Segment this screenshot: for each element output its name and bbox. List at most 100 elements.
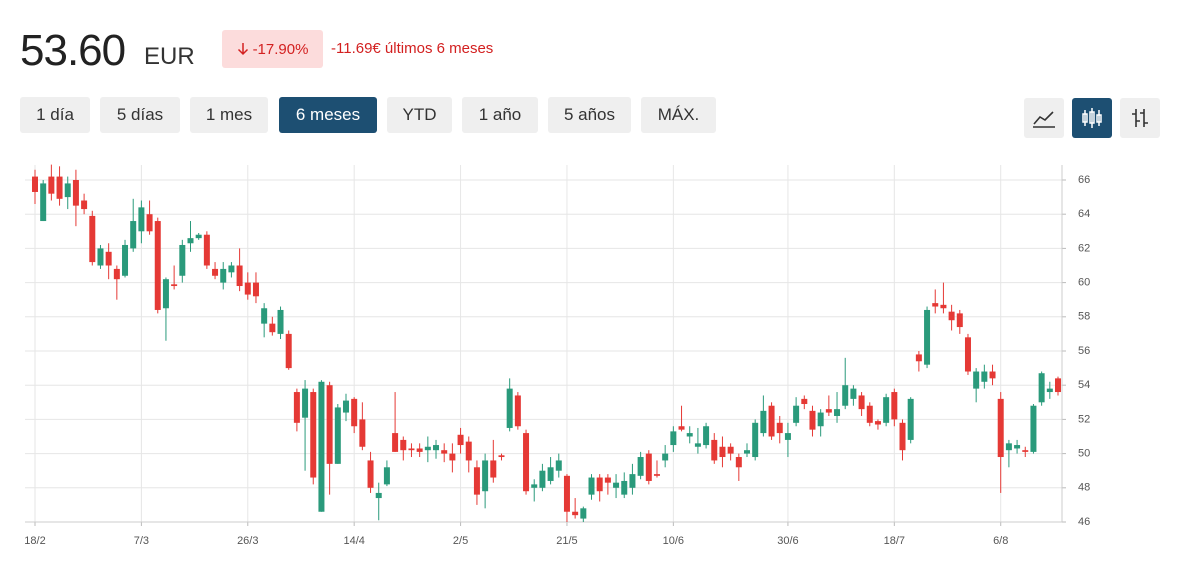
candle-body	[449, 453, 456, 461]
candle-body	[482, 460, 489, 492]
candle-body	[703, 426, 710, 446]
candle-body	[1014, 445, 1021, 449]
candle-body	[220, 268, 227, 283]
y-tick-label: 46	[1078, 516, 1090, 528]
candle-body	[416, 448, 423, 452]
candle-body	[613, 482, 620, 488]
candle-body	[514, 395, 521, 427]
candle-body	[179, 244, 186, 276]
candle-body	[171, 284, 178, 287]
candle-body	[989, 371, 996, 379]
candle-body	[588, 477, 595, 495]
line-chart-button[interactable]	[1024, 98, 1064, 138]
candle-body	[834, 409, 841, 416]
candle-body	[891, 392, 898, 420]
candle-body	[1030, 405, 1037, 452]
candle-body	[678, 426, 685, 430]
candle-body	[768, 405, 775, 437]
candle-body	[367, 460, 374, 488]
candle-body	[433, 445, 440, 451]
candle-body	[424, 446, 431, 451]
candle-body	[261, 308, 268, 324]
y-tick-label: 66	[1078, 174, 1090, 186]
candle-body	[776, 422, 783, 434]
candle-body	[932, 303, 939, 307]
range-button[interactable]: 1 año	[462, 97, 538, 133]
candle-body	[924, 309, 931, 365]
candle-body	[187, 238, 194, 244]
x-tick-label: 26/3	[237, 535, 258, 547]
candle-body	[293, 392, 300, 423]
ohlc-button[interactable]	[1120, 98, 1160, 138]
range-button[interactable]: 6 meses	[279, 97, 377, 133]
candle-body	[113, 268, 120, 280]
candle-body	[105, 251, 112, 266]
x-tick-label: 30/6	[777, 535, 798, 547]
candle-body	[40, 183, 47, 222]
candle-body	[97, 248, 104, 266]
range-button[interactable]: 5 años	[548, 97, 631, 133]
candle-body	[1022, 450, 1029, 452]
x-tick-label: 18/2	[24, 535, 45, 547]
candle-body	[56, 176, 63, 199]
candle-body	[441, 450, 448, 454]
candle-body	[997, 398, 1004, 458]
candle-body	[645, 453, 652, 481]
x-tick-label: 21/5	[556, 535, 577, 547]
candle-body	[212, 268, 219, 276]
candle-body	[883, 397, 890, 423]
candle-body	[686, 433, 693, 437]
candle-body	[32, 176, 38, 192]
candle-body	[506, 388, 513, 428]
candle-body	[310, 392, 317, 478]
candle-body	[203, 234, 210, 266]
candle-body	[302, 388, 309, 418]
candlestick-button[interactable]	[1072, 98, 1112, 138]
range-button[interactable]: YTD	[387, 97, 452, 133]
candle-body	[285, 333, 292, 369]
candle-body	[555, 460, 562, 471]
candle-body	[531, 484, 538, 488]
candle-body	[866, 405, 873, 423]
change-abs: -11.69€ últimos 6 meses	[331, 40, 494, 57]
candle-body	[351, 398, 358, 427]
candle-body	[735, 457, 742, 468]
candle-body	[228, 265, 235, 273]
candle-body	[670, 431, 677, 446]
candle-body	[653, 474, 660, 476]
range-button[interactable]: 5 días	[100, 97, 180, 133]
y-tick-label: 54	[1078, 379, 1090, 391]
candle-body	[801, 398, 808, 405]
candle-body	[1005, 443, 1012, 451]
range-button[interactable]: MÁX.	[641, 97, 716, 133]
currency: EUR	[144, 43, 195, 70]
candle-body	[457, 434, 464, 446]
x-tick-label: 10/6	[663, 535, 684, 547]
candle-body	[154, 221, 161, 310]
candle-body	[138, 207, 145, 232]
candle-body	[973, 371, 980, 389]
candle-body	[162, 279, 169, 309]
candle-body	[1046, 388, 1053, 393]
x-tick-label: 18/7	[884, 535, 905, 547]
candle-body	[637, 457, 644, 476]
x-tick-label: 7/3	[134, 535, 149, 547]
candle-body	[752, 422, 759, 458]
x-tick-label: 2/5	[453, 535, 468, 547]
candle-body	[842, 385, 849, 406]
candle-body	[580, 508, 587, 519]
candle-body	[899, 422, 906, 451]
candle-body	[1038, 373, 1045, 403]
candle-body	[1055, 378, 1061, 393]
candle-body	[539, 470, 546, 488]
candle-body	[874, 421, 881, 425]
range-button[interactable]: 1 día	[20, 97, 90, 133]
x-tick-label: 14/4	[343, 535, 364, 547]
candle-body	[563, 475, 570, 512]
candle-body	[817, 412, 824, 427]
candle-body	[392, 433, 399, 452]
range-button[interactable]: 1 mes	[190, 97, 268, 133]
candle-body	[81, 200, 88, 210]
candle-body	[490, 460, 497, 478]
